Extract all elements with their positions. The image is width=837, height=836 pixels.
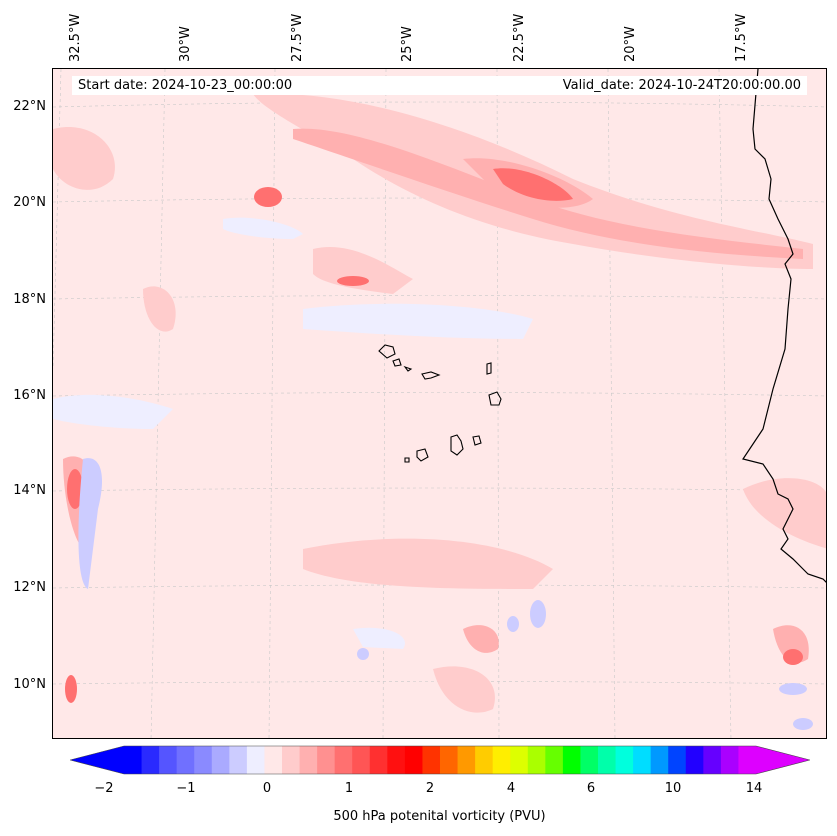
latitude-label: 20°N [13,195,46,210]
colorbar-segment [633,746,652,774]
colorbar-tick-label: 2 [425,781,435,796]
colorbar-min-extension [70,746,124,774]
latitude-label: 18°N [13,292,46,307]
pv-field-negative-light [53,217,533,649]
colorbar-segment [211,746,230,774]
colorbar-segment [738,746,757,774]
latitude-label: 16°N [13,388,46,403]
colorbar-outline [70,745,810,775]
latitude-label: 10°N [13,677,46,692]
colorbar-tick-label: −2 [94,781,114,796]
longitude-label: 27.5°W [290,13,305,62]
colorbar-segment [369,746,388,774]
colorbar-tick-label: 14 [745,781,763,796]
colorbar-segment [598,746,617,774]
colorbar-segment [510,746,529,774]
colorbar-segment [404,746,423,774]
colorbar-tick-label: 6 [586,781,596,796]
colorbar-segment [194,746,213,774]
colorbar-segment [562,746,581,774]
colorbar-segment [440,746,459,774]
colorbar-segment [615,746,634,774]
valid-date-label: Valid_date: 2024-10-24T20:00:00.00 [562,78,801,93]
colorbar-segment [124,746,143,774]
colorbar-segment [352,746,371,774]
colorbar-segment [387,746,406,774]
longitude-label: 32.5°W [68,13,83,62]
colorbar-tick-label: 10 [664,781,682,796]
colorbar-segment [334,746,353,774]
pv-field-positive-strong [65,168,803,703]
colorbar-segment [650,746,669,774]
longitude-label: 20°W [623,26,638,62]
latitude-label: 22°N [13,99,46,114]
colorbar-segment [246,746,265,774]
longitude-label: 30°W [178,26,193,62]
colorbar-segment [176,746,195,774]
date-info-bar: Start date: 2024-10-23_00:00:00 Valid_da… [72,76,807,95]
colorbar-segment [229,746,248,774]
start-date-label: Start date: 2024-10-23_00:00:00 [78,78,293,93]
colorbar-segment [668,746,687,774]
colorbar-segment [317,746,336,774]
colorbar-segment [141,746,160,774]
longitude-label: 25°W [400,26,415,62]
colorbar-segment [527,746,546,774]
colorbar-tick-label: 0 [262,781,272,796]
colorbar-segment [492,746,511,774]
colorbar-segment [299,746,318,774]
latitude-label: 14°N [13,483,46,498]
coastline [742,69,826,583]
colorbar [70,745,810,775]
colorbar-segment [422,746,441,774]
colorbar-segment [159,746,178,774]
colorbar-segment [264,746,283,774]
longitude-label: 17.5°W [734,13,749,62]
colorbar-segment [685,746,704,774]
colorbar-segment [580,746,599,774]
colorbar-segment [457,746,476,774]
colorbar-segment [475,746,494,774]
longitude-label: 22.5°W [512,13,527,62]
map-plot-area [52,68,827,739]
colorbar-segment [703,746,722,774]
colorbar-max-extension [756,746,810,774]
colorbar-segment [282,746,301,774]
colorbar-segment [720,746,739,774]
colorbar-tick-label: −1 [176,781,196,796]
colorbar-tick-label: 1 [344,781,354,796]
colorbar-segment [545,746,564,774]
latitude-label: 12°N [13,580,46,595]
colorbar-tick-label: 4 [506,781,516,796]
cape-verde-islands [378,344,502,463]
colorbar-title: 500 hPa potenital vorticity (PVU) [333,809,546,824]
